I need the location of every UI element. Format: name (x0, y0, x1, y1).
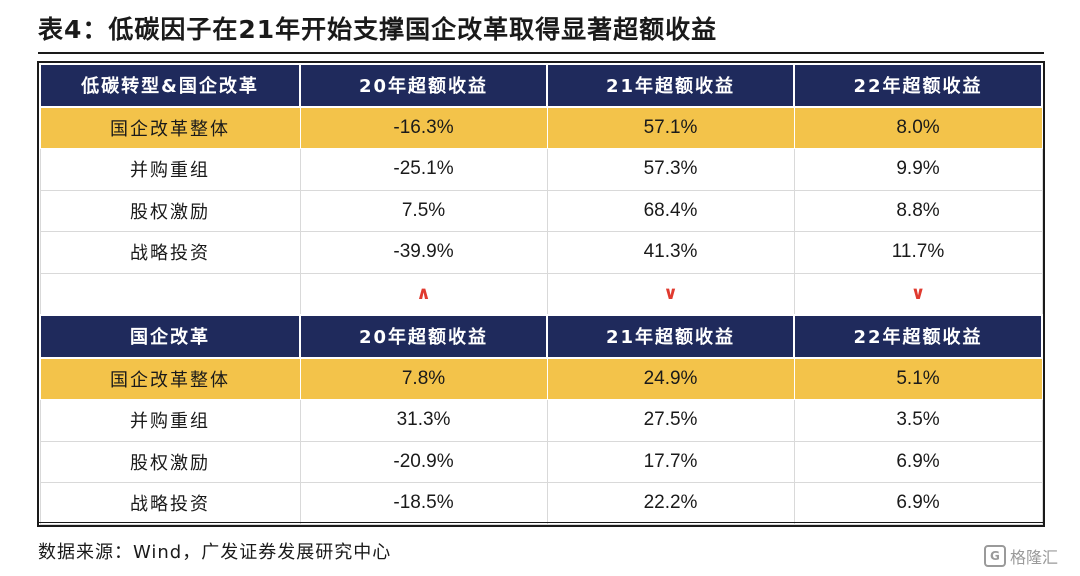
table-row: 并购重组 31.3% 27.5% 3.5% (39, 399, 1043, 442)
table-cell: 3.5% (793, 399, 1043, 442)
greater-than-mark: ∧ (299, 272, 548, 316)
bottom-divider (38, 522, 1044, 523)
table-cell: -25.1% (299, 148, 548, 191)
header-cell: 国企改革 (39, 314, 301, 359)
gelonghui-logo-icon: G (983, 545, 1006, 567)
header-cell: 20年超额收益 (299, 314, 548, 359)
header-cell: 22年超额收益 (793, 314, 1043, 359)
table-cell: 11.7% (793, 231, 1043, 274)
table-cell: 57.3% (546, 148, 795, 191)
comparison-row: ∧ ∨ ∨ (39, 272, 1043, 316)
section2-header-row: 国企改革 20年超额收益 21年超额收益 22年超额收益 (39, 314, 1043, 359)
row-label: 国企改革整体 (39, 106, 301, 149)
table-cell: 57.1% (546, 106, 795, 149)
section1-header-row: 低碳转型&国企改革 20年超额收益 21年超额收益 22年超额收益 (39, 63, 1043, 108)
table-cell: 7.8% (299, 357, 548, 400)
row-label: 股权激励 (39, 189, 301, 232)
title-divider (38, 52, 1044, 54)
table-cell: 5.1% (793, 357, 1043, 400)
table-cell: 41.3% (546, 231, 795, 274)
header-cell: 低碳转型&国企改革 (39, 63, 301, 108)
table-cell: 68.4% (546, 189, 795, 232)
table-cell: 24.9% (546, 357, 795, 400)
table-cell: 9.9% (793, 148, 1043, 191)
comparison-cell (39, 272, 301, 316)
table-cell: -39.9% (299, 231, 548, 274)
row-label: 并购重组 (39, 148, 301, 191)
table-row: 战略投资 -39.9% 41.3% 11.7% (39, 231, 1043, 274)
table-cell: 31.3% (299, 399, 548, 442)
less-than-mark: ∨ (793, 272, 1043, 316)
header-cell: 20年超额收益 (299, 63, 548, 108)
header-cell: 21年超额收益 (546, 63, 795, 108)
source-note: 数据来源：Wind，广发证券发展研究中心 (38, 542, 392, 563)
table-row: 股权激励 7.5% 68.4% 8.8% (39, 189, 1043, 232)
table-cell: -16.3% (299, 106, 548, 149)
table-cell: 27.5% (546, 399, 795, 442)
watermark-text: 格隆汇 (1009, 548, 1058, 567)
watermark: G 格隆汇 (983, 544, 1058, 568)
table-row: 国企改革整体 7.8% 24.9% 5.1% (39, 357, 1043, 400)
row-label: 并购重组 (39, 399, 301, 442)
less-than-mark: ∨ (546, 272, 795, 316)
row-label: 战略投资 (39, 482, 301, 525)
table-cell: -18.5% (299, 482, 548, 525)
row-label: 战略投资 (39, 231, 301, 274)
table-cell: 7.5% (299, 189, 548, 232)
row-label: 股权激励 (39, 440, 301, 483)
header-cell: 22年超额收益 (793, 63, 1043, 108)
table-row: 国企改革整体 -16.3% 57.1% 8.0% (39, 106, 1043, 149)
table-cell: 22.2% (546, 482, 795, 525)
page-title: 表4：低碳因子在21年开始支撑国企改革取得显著超额收益 (38, 15, 718, 44)
table-cell: 17.7% (546, 440, 795, 483)
table-cell: 6.9% (793, 440, 1043, 483)
table-row: 股权激励 -20.9% 17.7% 6.9% (39, 440, 1043, 483)
table-cell: 6.9% (793, 482, 1043, 525)
excess-return-table: 低碳转型&国企改革 20年超额收益 21年超额收益 22年超额收益 国企改革整体… (37, 61, 1045, 527)
table-cell: -20.9% (299, 440, 548, 483)
table-cell: 8.0% (793, 106, 1043, 149)
table-cell: 8.8% (793, 189, 1043, 232)
table-row: 战略投资 -18.5% 22.2% 6.9% (39, 482, 1043, 525)
row-label: 国企改革整体 (39, 357, 301, 400)
header-cell: 21年超额收益 (546, 314, 795, 359)
table-row: 并购重组 -25.1% 57.3% 9.9% (39, 148, 1043, 191)
